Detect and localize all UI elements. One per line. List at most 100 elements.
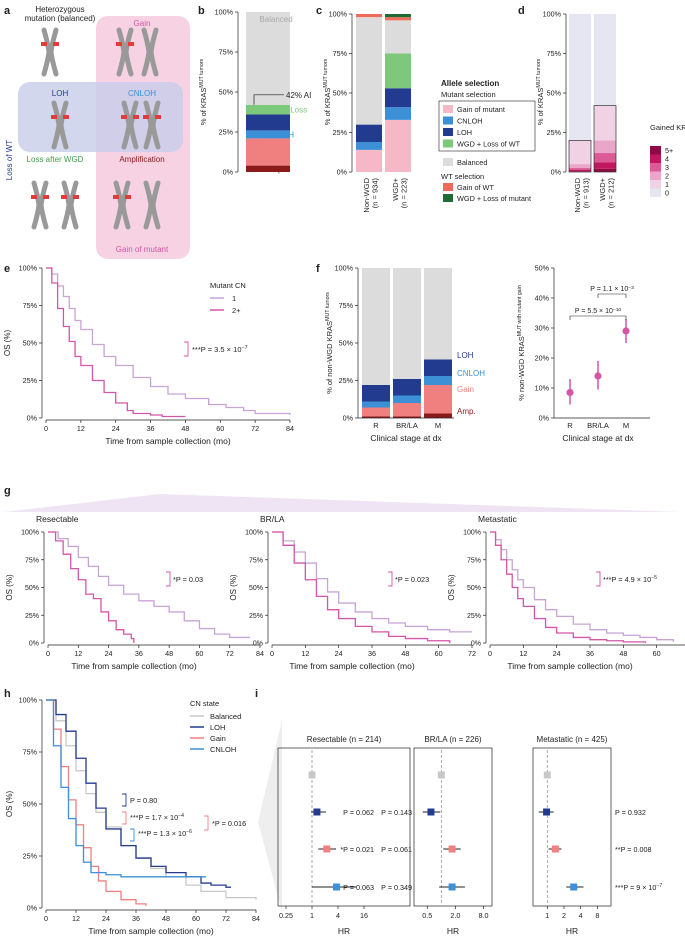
panel-f-label-gain: Gain: [457, 385, 474, 394]
chromatid-icon: [143, 100, 161, 150]
mutation-mark-icon: [63, 115, 69, 119]
panel-g-x-tick-label: 24: [335, 649, 343, 658]
panel-e-x-tick-label: 60: [216, 424, 224, 433]
panel-letter-h: h: [4, 688, 11, 700]
panel-f-right-y-tick-label: 0%: [539, 414, 550, 423]
panel-letter-e: e: [4, 263, 10, 275]
panel-f-right-point: [622, 327, 630, 335]
panel-e-y-tick-label: 25%: [23, 376, 38, 385]
panel-b-y-tick-label: 25%: [219, 128, 234, 137]
panel-d-category: Non-WGD(n = 913): [573, 177, 591, 212]
panel-f-bar-segment: [362, 401, 390, 408]
panel-c-legend-heading: WT selection: [441, 172, 484, 181]
panel-g-y-tick-label: 50%: [25, 585, 39, 592]
label-loh: LOH: [52, 89, 69, 98]
mutation-mark-icon: [61, 195, 67, 199]
panel-i-point: [543, 808, 551, 816]
panel-d-y-tick-label: 100%: [543, 10, 562, 19]
panel-b-seg-label: Gain: [266, 148, 283, 157]
panel-g-x-tick-label: 36: [368, 649, 376, 658]
panel-d-bar-segment: [594, 153, 616, 163]
mutation-mark-icon: [43, 195, 49, 199]
panel-i-x-tick-label: 4: [579, 911, 583, 920]
panel-f-right-y-tick-label: 50%: [535, 264, 550, 273]
panel-i-xlabel: HR: [447, 926, 459, 936]
panel-g-y-tick-label: 0%: [471, 641, 481, 648]
panel-letter-i: i: [255, 688, 258, 700]
panel-e-x-tick-label: 24: [112, 424, 120, 433]
panel-d-legend-label: 3: [665, 163, 669, 172]
panel-e-y-tick-label: 0%: [27, 414, 38, 423]
panel-i-title: BR/LA (n = 226): [424, 735, 481, 744]
panel-e-x-tick-label: 12: [77, 424, 85, 433]
panel-f-right-point: [594, 372, 602, 380]
panel-c-legend-label: Gain of mutant: [457, 105, 505, 114]
panel-d-legend-label: 1: [665, 180, 669, 189]
panel-g-pvalue-bracket: [166, 571, 171, 587]
panel-i-point: [437, 771, 445, 779]
panel-g-x-tick-label: 12: [301, 649, 309, 658]
chromosome-amp-icon: [113, 180, 131, 230]
panel-i-pvalue: P = 0.932: [615, 808, 646, 817]
panel-c-legend-swatch: [443, 158, 453, 166]
panel-h-x-tick-label: 0: [44, 914, 48, 923]
panel-c-bar-segment: [385, 88, 411, 108]
panel-i-pvalue: *P = 0.021: [340, 845, 374, 854]
panel-c-legend-label: CNLOH: [457, 117, 483, 126]
panel-h-bracket: [122, 793, 127, 807]
panel-g-x-tick-label: 60: [653, 649, 661, 658]
panel-g-pvalue-bracket: [596, 571, 601, 587]
panel-d-y-tick-label: 25%: [547, 128, 562, 137]
panel-g-ylabel: OS (%): [229, 574, 238, 601]
panel-f-left-y-tick-label: 100%: [335, 264, 354, 273]
panel-h-legend-label: Balanced: [210, 712, 241, 721]
panel-i-pvalue: **P = 0.008: [615, 845, 651, 854]
panel-g-curve-1: [490, 531, 674, 642]
panel-h-legend-label: CNLOH: [210, 745, 236, 754]
panel-g-x-tick-label: 60: [195, 649, 203, 658]
panel-d-legend-swatch: [650, 163, 661, 172]
panel-i-x-tick-label: 1: [545, 911, 549, 920]
panel-i-point: [448, 883, 456, 891]
panel-e-x-tick-label: 0: [44, 424, 48, 433]
panel-f-bar-segment: [362, 407, 390, 417]
panel-e-legend-title: Mutant CN: [210, 281, 246, 290]
panel-i-x-tick-label: 1: [310, 911, 314, 920]
panel-g-x-tick-label: 36: [586, 649, 594, 658]
mutation-mark-icon: [125, 195, 131, 199]
panel-b-y-tick-label: 0%: [223, 168, 234, 177]
panel-g-pvalue: *P = 0.03: [173, 575, 203, 584]
panel-h-curve-loh: [46, 699, 231, 888]
panel-g-y-tick-label: 100%: [463, 530, 481, 537]
panel-d-ylabel: % of KRASMUT tumors: [536, 58, 545, 125]
panel-e-x-tick-label: 72: [251, 424, 259, 433]
panel-c-bar-segment: [385, 17, 411, 21]
panel-d-bar-segment: [569, 168, 591, 170]
panel-h-x-tick-label: 48: [162, 914, 170, 923]
panel-g-pvalue: *P = 0.023: [395, 575, 429, 584]
chromatid-icon: [116, 27, 134, 77]
panel-f-bar-segment: [424, 413, 452, 418]
panel-c-legend-label: WGD + Loss of mutant: [457, 194, 531, 203]
panel-i-point: [448, 845, 456, 853]
panel-d-bar-segment: [569, 164, 591, 169]
panel-d-legend-swatch: [650, 146, 661, 155]
mutation-mark-icon: [113, 195, 119, 199]
panel-c-legend-label: Balanced: [457, 158, 487, 167]
panel-f-right-ylabel: % non-WGD KRASMUT with mutant gain: [517, 285, 526, 401]
panel-i-pvalue: P = 0.062: [343, 808, 374, 817]
panel-i-point: [333, 883, 341, 891]
chromatid-icon: [41, 27, 59, 77]
chromosome-gain-icon: [116, 27, 134, 77]
panel-f-bar-segment: [393, 395, 421, 403]
chromatid-icon: [121, 100, 139, 150]
panel-f-bar-segment: [424, 376, 452, 385]
panel-b-seg-label: WGD+Loss: [266, 106, 307, 115]
panel-c-legend-swatch: [443, 116, 453, 125]
chromosome-gain-icon: [141, 27, 159, 77]
chromosome-loh-icon: [51, 100, 69, 150]
panel-b-bar-amp: [246, 165, 290, 172]
panel-c-bar-segment: [356, 124, 382, 142]
panel-c-bar-segment: [385, 53, 411, 89]
